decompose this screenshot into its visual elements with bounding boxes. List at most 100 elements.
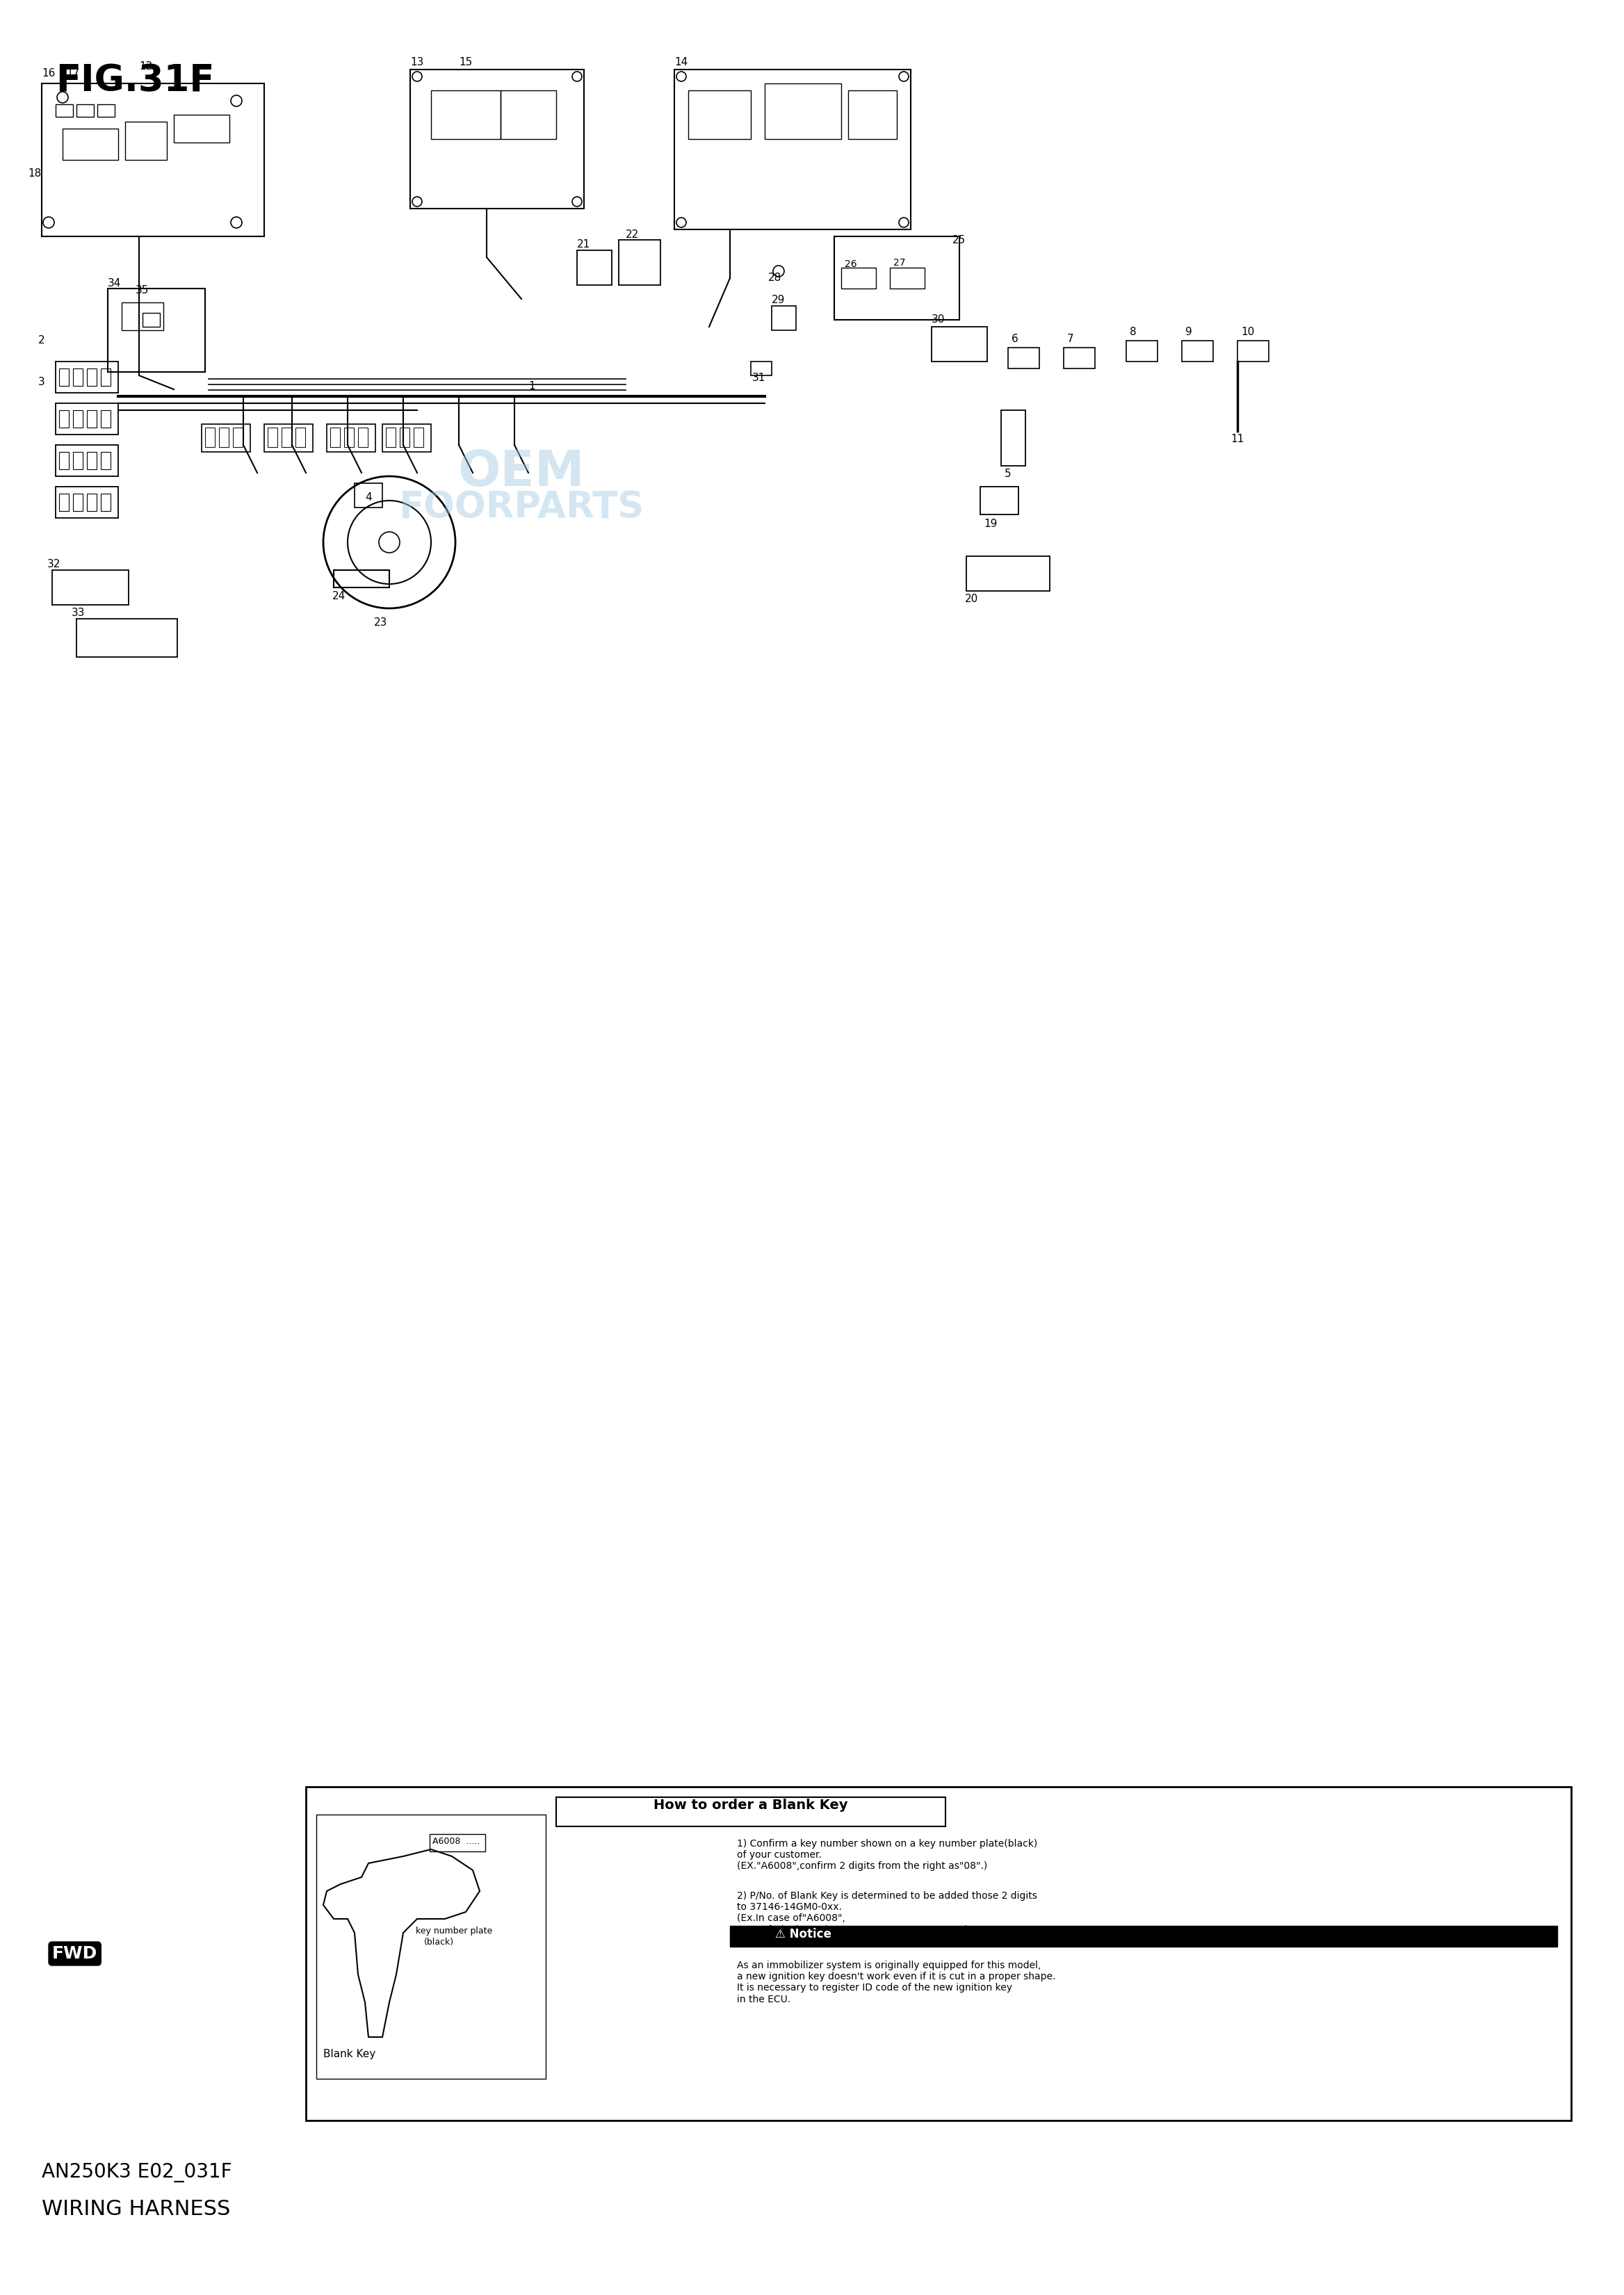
Bar	[333, 569, 390, 588]
Text: FIG.31F: FIG.31F	[55, 62, 214, 99]
Bar	[1125, 340, 1158, 363]
Bar	[890, 269, 924, 289]
Text: 34: 34	[107, 278, 122, 289]
Text: 3: 3	[39, 376, 45, 388]
Bar	[689, 90, 750, 140]
Bar	[205, 427, 214, 448]
Bar	[1009, 347, 1039, 369]
Bar	[268, 427, 278, 448]
Bar	[201, 425, 250, 452]
Bar	[52, 569, 128, 606]
Bar	[354, 484, 382, 507]
Bar	[841, 269, 875, 289]
Bar	[330, 427, 339, 448]
Text: 25: 25	[952, 234, 966, 246]
Bar	[317, 1815, 546, 2079]
Text: OEM: OEM	[458, 450, 585, 496]
Bar	[326, 425, 375, 452]
Bar	[125, 122, 167, 161]
Text: Blank Key: Blank Key	[323, 2049, 375, 2059]
Text: 1) Confirm a key number shown on a key number plate(black)
of your customer.
(EX: 1) Confirm a key number shown on a key n…	[737, 1838, 1038, 1870]
Text: 16: 16	[42, 69, 55, 78]
Bar	[73, 493, 83, 512]
Bar	[265, 425, 313, 452]
Bar	[122, 303, 164, 330]
Bar	[382, 425, 430, 452]
Text: FOORPARTS: FOORPARTS	[398, 489, 645, 526]
Bar	[88, 493, 97, 512]
Bar	[219, 427, 229, 448]
Bar	[500, 90, 555, 140]
Text: 30: 30	[932, 314, 945, 326]
Bar	[42, 83, 265, 236]
Text: AN250K3 E02_031F: AN250K3 E02_031F	[42, 2162, 232, 2183]
Bar	[765, 83, 841, 140]
Text: (black): (black)	[424, 1937, 455, 1946]
Bar	[750, 363, 771, 376]
Bar	[73, 452, 83, 468]
Text: 6: 6	[1012, 335, 1018, 344]
Bar	[296, 427, 305, 448]
Bar	[305, 1788, 1570, 2121]
Bar	[674, 69, 911, 230]
Bar	[58, 411, 68, 427]
Text: 17: 17	[67, 69, 80, 78]
Bar	[55, 404, 119, 434]
Bar	[835, 236, 960, 319]
Text: A6008  .....: A6008 .....	[432, 1836, 481, 1845]
Text: 5: 5	[1005, 468, 1012, 480]
Bar	[932, 326, 987, 363]
Bar	[1064, 347, 1095, 369]
Bar	[174, 115, 229, 142]
Bar	[101, 452, 110, 468]
Text: 7: 7	[1067, 335, 1073, 344]
Bar	[411, 69, 585, 209]
Bar	[357, 427, 367, 448]
Text: 28: 28	[768, 273, 781, 282]
Bar	[58, 493, 68, 512]
Bar	[848, 90, 896, 140]
Bar	[63, 129, 119, 161]
Text: ⚠ Notice: ⚠ Notice	[775, 1928, 831, 1942]
Bar	[1000, 411, 1025, 466]
Bar	[414, 427, 424, 448]
Text: WIRING HARNESS: WIRING HARNESS	[42, 2199, 231, 2219]
Text: 24: 24	[333, 592, 346, 601]
Bar	[981, 487, 1018, 514]
Bar	[430, 90, 500, 140]
Text: 32: 32	[47, 560, 60, 569]
Bar	[88, 369, 97, 386]
Bar	[101, 369, 110, 386]
Bar	[577, 250, 612, 285]
Bar	[619, 241, 661, 285]
Text: FWD: FWD	[52, 1946, 97, 1962]
Bar	[232, 427, 242, 448]
Text: 10: 10	[1241, 328, 1254, 337]
Bar	[430, 1834, 486, 1852]
Bar	[555, 1797, 945, 1827]
Bar	[966, 555, 1049, 590]
Bar	[88, 452, 97, 468]
Bar	[76, 103, 94, 117]
Text: 19: 19	[984, 519, 997, 528]
Bar	[73, 411, 83, 427]
Text: 35: 35	[135, 285, 149, 296]
Text: 15: 15	[460, 57, 473, 69]
Bar	[73, 369, 83, 386]
Bar	[97, 103, 115, 117]
Bar	[58, 452, 68, 468]
Text: 20: 20	[965, 594, 978, 604]
Bar	[107, 289, 205, 372]
Text: 12: 12	[140, 62, 153, 71]
Bar	[729, 1926, 1557, 1946]
Bar	[143, 312, 159, 326]
Text: 31: 31	[752, 372, 765, 383]
Bar	[400, 427, 409, 448]
Bar	[1237, 340, 1268, 363]
Text: 8: 8	[1130, 328, 1137, 337]
Text: 2) P/No. of Blank Key is determined to be added those 2 digits
to 37146-14GM0-0x: 2) P/No. of Blank Key is determined to b…	[737, 1891, 1038, 1935]
Text: As an immobilizer system is originally equipped for this model,
a new ignition k: As an immobilizer system is originally e…	[737, 1960, 1056, 2004]
Text: 21: 21	[577, 239, 591, 250]
Text: 1: 1	[528, 381, 534, 390]
Text: 27: 27	[893, 257, 906, 269]
